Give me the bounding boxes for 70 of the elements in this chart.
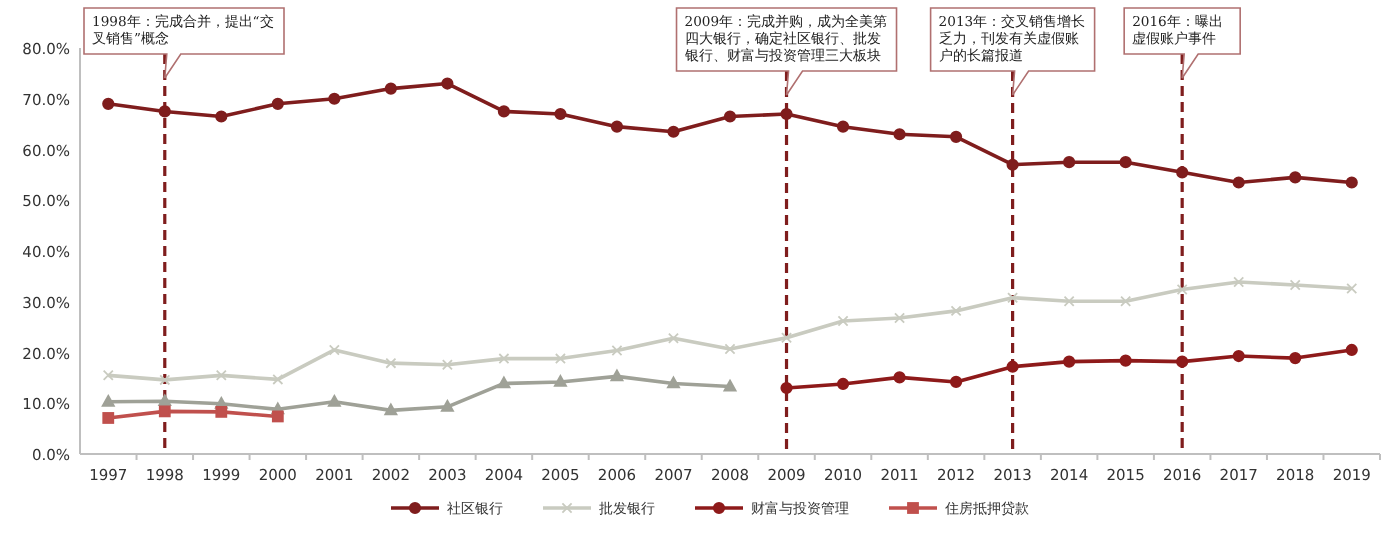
point xyxy=(893,128,906,141)
point xyxy=(1289,171,1302,184)
point xyxy=(272,373,284,385)
point xyxy=(666,376,680,389)
point xyxy=(1232,176,1245,189)
point xyxy=(1345,176,1358,189)
point xyxy=(440,399,454,412)
point xyxy=(271,97,284,110)
point xyxy=(497,105,511,118)
point xyxy=(667,125,680,138)
point xyxy=(949,375,963,389)
point xyxy=(101,394,115,407)
point xyxy=(1063,295,1075,307)
point xyxy=(893,371,906,384)
point xyxy=(158,405,171,418)
point xyxy=(498,353,510,365)
point xyxy=(1006,158,1019,171)
point xyxy=(327,394,341,407)
point xyxy=(1176,284,1188,296)
point xyxy=(780,107,793,121)
point xyxy=(328,344,340,356)
point xyxy=(215,405,228,418)
point xyxy=(441,77,454,90)
point xyxy=(385,357,397,369)
point xyxy=(1233,276,1245,288)
point xyxy=(215,369,227,381)
point xyxy=(894,312,906,324)
point xyxy=(102,369,114,381)
point xyxy=(1006,360,1019,373)
point xyxy=(441,359,453,371)
point xyxy=(497,376,511,389)
point xyxy=(1289,351,1302,365)
point xyxy=(1289,279,1301,291)
point xyxy=(271,410,284,423)
point xyxy=(1120,295,1132,307)
point xyxy=(384,403,398,416)
point xyxy=(1119,156,1132,169)
point xyxy=(610,120,624,133)
point xyxy=(1346,283,1358,295)
point xyxy=(102,412,115,424)
point xyxy=(554,107,567,121)
point xyxy=(836,377,850,391)
point xyxy=(159,374,171,386)
point xyxy=(158,105,171,118)
point xyxy=(723,379,737,392)
point xyxy=(949,130,963,143)
point xyxy=(836,120,850,133)
point xyxy=(553,375,567,387)
point xyxy=(837,315,849,327)
point xyxy=(102,97,115,110)
point xyxy=(328,92,341,105)
point xyxy=(950,305,962,317)
point xyxy=(1345,343,1358,357)
point xyxy=(1007,292,1019,304)
point xyxy=(554,353,566,365)
point xyxy=(610,369,624,382)
point xyxy=(384,82,397,95)
point xyxy=(1176,166,1189,179)
point xyxy=(667,332,679,344)
point xyxy=(1176,355,1189,368)
point xyxy=(780,381,793,395)
point xyxy=(215,110,228,123)
point xyxy=(724,343,736,355)
point xyxy=(723,110,737,123)
point xyxy=(1063,156,1076,169)
point xyxy=(611,344,623,356)
point xyxy=(1232,349,1245,363)
point xyxy=(1119,354,1132,367)
point xyxy=(1063,355,1076,368)
point xyxy=(781,332,793,344)
